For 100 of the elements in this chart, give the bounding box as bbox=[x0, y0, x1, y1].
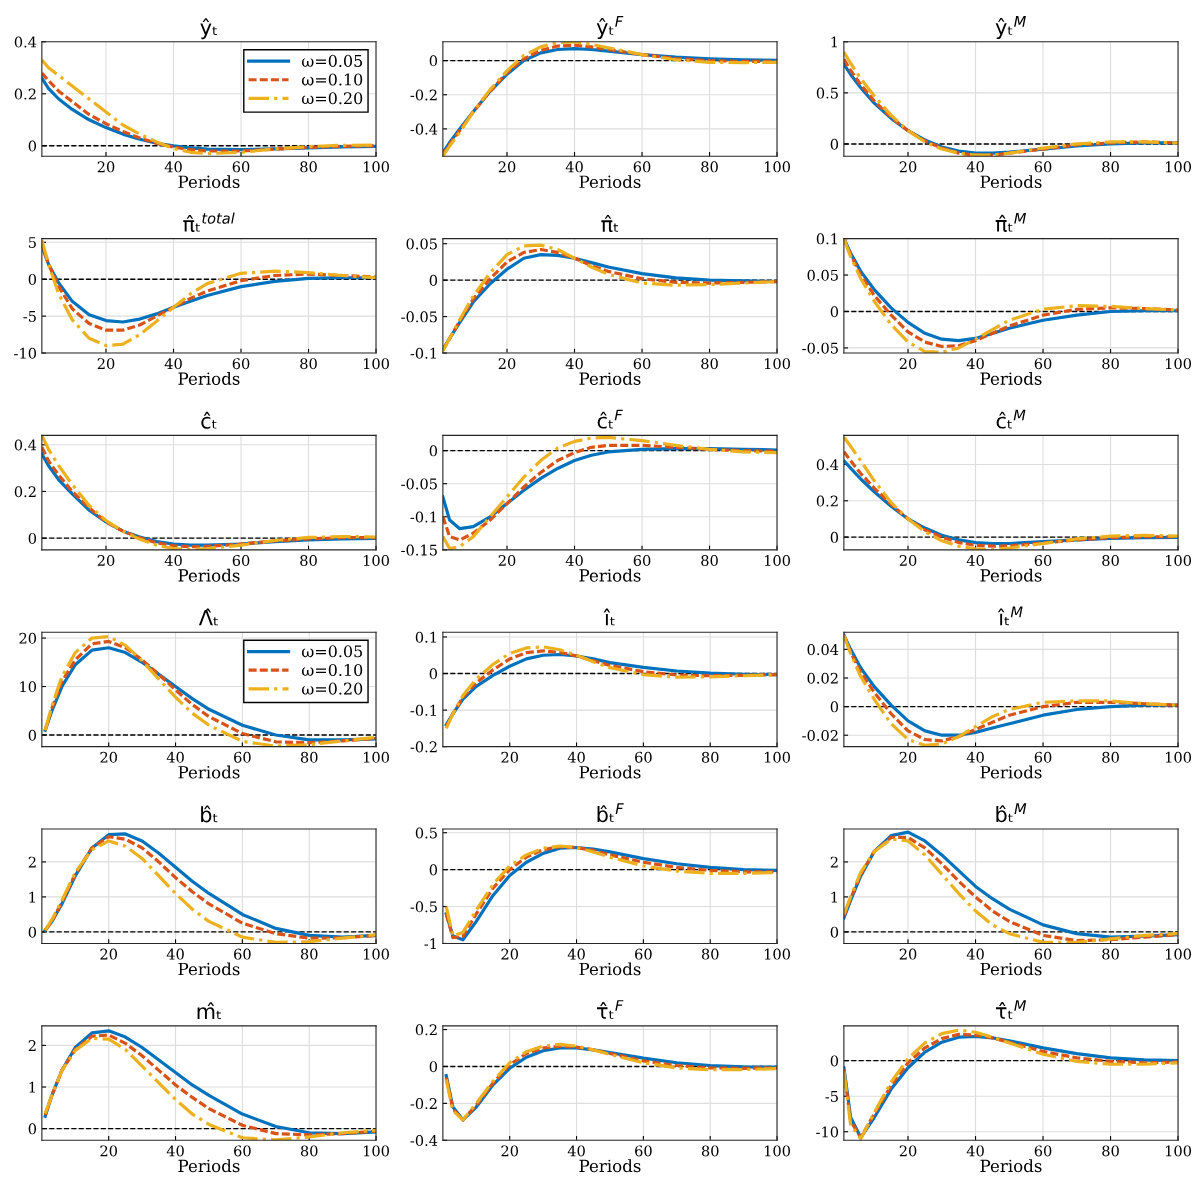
x-tick-label: 40 bbox=[565, 554, 583, 566]
y-tick-label: -0.4 bbox=[410, 123, 438, 135]
x-tick-label: 60 bbox=[633, 358, 651, 370]
x-tick-label: 20 bbox=[97, 554, 115, 566]
x-tick-label: 20 bbox=[100, 1145, 118, 1157]
x-tick-label: 20 bbox=[97, 358, 115, 370]
x-tick-label: 60 bbox=[1034, 554, 1052, 566]
x-tick-label: 80 bbox=[701, 751, 719, 763]
x-tick-label: 20 bbox=[899, 1145, 917, 1157]
x-tick-label: 80 bbox=[701, 1145, 719, 1157]
x-axis-title: Periods bbox=[178, 175, 240, 189]
y-tick-label: -0.1 bbox=[410, 704, 436, 716]
chart-title: π̂ₜ bbox=[601, 214, 618, 233]
y-tick-label: 2 bbox=[830, 856, 838, 868]
y-tick-label: 0 bbox=[429, 668, 438, 680]
x-axis-title: Periods bbox=[178, 765, 240, 779]
x-tick-label: 40 bbox=[565, 358, 583, 370]
y-tick-label: 10 bbox=[20, 681, 37, 693]
x-axis-title: Periods bbox=[980, 568, 1042, 582]
x-tick-label: 20 bbox=[501, 948, 519, 960]
x-tick-label: 80 bbox=[701, 358, 718, 370]
y-tick-label: 0.2 bbox=[816, 495, 838, 507]
y-tick-label: 0 bbox=[28, 729, 37, 741]
y-tick-label: 0.2 bbox=[415, 1024, 437, 1036]
chart-title: m̂ₜ bbox=[197, 1002, 221, 1019]
x-axis-title: Periods bbox=[579, 175, 641, 189]
x-axis-title: Periods bbox=[579, 962, 641, 976]
legend-label: ω=0.05 bbox=[301, 645, 363, 658]
x-tick-label: 20 bbox=[501, 751, 519, 763]
x-tick-label: 40 bbox=[966, 948, 984, 960]
y-tick-label: 0 bbox=[28, 140, 37, 152]
x-tick-label: 100 bbox=[363, 358, 389, 370]
y-tick-label: 0.02 bbox=[807, 672, 838, 684]
x-axis-title: Periods bbox=[579, 1159, 641, 1173]
y-tick-label: 1 bbox=[831, 891, 837, 903]
x-tick-label: 80 bbox=[300, 751, 318, 763]
x-tick-label: 60 bbox=[232, 554, 250, 566]
y-tick-label: -0.15 bbox=[401, 544, 437, 556]
chart-title: îₜ bbox=[603, 608, 615, 626]
y-tick-label: -0.2 bbox=[410, 89, 437, 101]
x-tick-label: 40 bbox=[966, 161, 984, 173]
y-tick-label: -0.4 bbox=[410, 1134, 438, 1147]
x-tick-label: 100 bbox=[764, 161, 790, 173]
x-tick-label: 20 bbox=[501, 1145, 519, 1157]
x-tick-label: 20 bbox=[899, 948, 917, 960]
legend-label: ω=0.20 bbox=[301, 92, 363, 105]
x-tick-label: 80 bbox=[1102, 751, 1119, 763]
x-tick-label: 80 bbox=[701, 161, 718, 173]
y-tick-label: 0 bbox=[429, 274, 438, 286]
x-tick-label: 60 bbox=[234, 948, 251, 960]
y-tick-label: -0.1 bbox=[410, 347, 436, 359]
x-axis-title: Periods bbox=[980, 962, 1042, 976]
legend-label: ω=0.10 bbox=[301, 663, 363, 677]
x-tick-label: 20 bbox=[899, 554, 917, 566]
x-tick-label: 100 bbox=[764, 1145, 790, 1157]
y-tick-label: 0 bbox=[429, 1061, 438, 1073]
x-tick-label: 60 bbox=[635, 1145, 652, 1157]
x-tick-label: 100 bbox=[1165, 358, 1192, 370]
x-tick-label: 100 bbox=[764, 358, 790, 370]
y-tick-label: 0 bbox=[28, 1123, 37, 1135]
legend-label: ω=0.10 bbox=[301, 73, 363, 86]
chart-title: ŷₜ$^{M}$ bbox=[995, 16, 1026, 40]
y-tick-label: 0.05 bbox=[406, 238, 437, 250]
y-tick-label: -0.5 bbox=[410, 901, 437, 913]
x-tick-label: 100 bbox=[363, 1145, 389, 1157]
x-tick-label: 60 bbox=[1034, 358, 1052, 370]
x-axis-title: Periods bbox=[980, 372, 1042, 385]
y-tick-label: 0.4 bbox=[14, 36, 37, 48]
x-axis-title: Periods bbox=[178, 962, 240, 976]
x-axis-title: Periods bbox=[579, 372, 641, 385]
x-tick-label: 40 bbox=[966, 358, 984, 370]
y-tick-label: -5 bbox=[23, 311, 36, 322]
x-tick-label: 80 bbox=[1102, 358, 1119, 370]
x-tick-label: 100 bbox=[363, 554, 389, 566]
x-tick-label: 60 bbox=[1034, 161, 1052, 173]
chart-title: b̂ₜ$^{M}$ bbox=[996, 803, 1027, 823]
x-tick-label: 20 bbox=[100, 948, 118, 960]
y-tick-label: 0 bbox=[28, 532, 37, 544]
y-tick-label: 0 bbox=[830, 701, 839, 713]
x-tick-label: 60 bbox=[1034, 948, 1052, 960]
chart-title: ĉₜ$^{F}$ bbox=[597, 409, 623, 429]
x-tick-label: 80 bbox=[1102, 161, 1119, 173]
x-tick-label: 80 bbox=[1102, 948, 1119, 960]
chart-title: ĉₜ bbox=[201, 411, 217, 429]
chart-title: ŷₜ bbox=[200, 18, 217, 40]
x-tick-label: 40 bbox=[567, 751, 585, 763]
y-tick-label: 0 bbox=[830, 1055, 839, 1067]
chart-title: ĉₜ$^{M}$ bbox=[996, 409, 1026, 429]
y-tick-label: -0.05 bbox=[802, 342, 838, 354]
chart-title: τ̂ₜ$^{F}$ bbox=[597, 1000, 624, 1019]
x-axis-title: Periods bbox=[579, 765, 641, 779]
y-tick-label: 0 bbox=[830, 138, 839, 150]
x-tick-label: 100 bbox=[363, 161, 389, 173]
x-tick-label: 40 bbox=[164, 554, 182, 566]
x-axis-title: Periods bbox=[980, 1159, 1042, 1173]
chart-title: π̂ₜ$^{total}$ bbox=[183, 212, 235, 232]
x-tick-label: 80 bbox=[1102, 1145, 1119, 1157]
y-tick-label: 0 bbox=[429, 864, 438, 876]
x-axis-title: Periods bbox=[178, 372, 240, 385]
x-tick-label: 20 bbox=[498, 554, 516, 566]
